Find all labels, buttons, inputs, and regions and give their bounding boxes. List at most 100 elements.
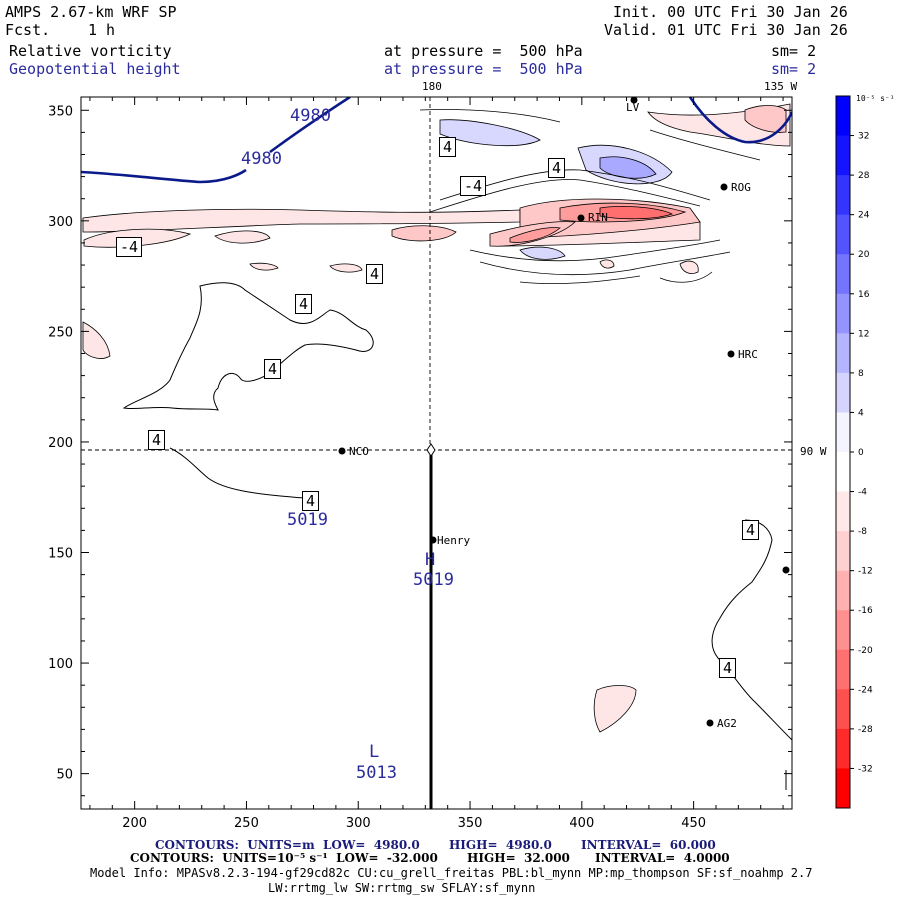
low-center-value: 5013: [356, 763, 397, 783]
vort-label: 4: [148, 430, 166, 450]
colorbar-swatch: [836, 333, 850, 374]
colorbar-tick-label: -28: [858, 725, 873, 735]
station-rog: ROG: [731, 181, 751, 194]
colorbar-swatch: [836, 768, 850, 809]
field1-smoothing: sm= 2: [771, 42, 817, 60]
colorbar-units: 10⁻⁵ s⁻¹: [856, 94, 895, 103]
colorbar-swatch: [836, 610, 850, 651]
colorbar-swatch: [836, 254, 850, 295]
y-tick-label: 50: [56, 768, 73, 783]
geopotential-contours: [81, 97, 792, 184]
station-nco: NCO: [349, 445, 369, 458]
colorbar-tick-label: -20: [858, 646, 873, 656]
vort-label: -4: [116, 237, 143, 257]
vort-label: 4: [295, 294, 313, 314]
colorbar-tick-label: -16: [858, 606, 873, 616]
colorbar-swatch: [836, 531, 850, 572]
y-tick-label: 250: [48, 325, 73, 340]
field2-level: at pressure = 500 hPa: [384, 60, 583, 78]
vorticity-field: [82, 103, 791, 733]
y-axis-ticks: [81, 109, 792, 797]
colorbar-swatch: [836, 570, 850, 611]
y-tick-label: 200: [48, 436, 73, 451]
fcst-label: Fcst.: [5, 21, 51, 39]
colorbar-labels: 32 28 24 20 16 12 8 4 0 -4 -8 -12 -16 -20 -24 -28 -32: [858, 132, 873, 775]
colorbar-tick-label: 28: [858, 171, 870, 181]
colorbar-swatch: [836, 214, 850, 255]
y-tick-label: 100: [48, 657, 73, 672]
station-ag2: AG2: [717, 717, 737, 730]
colorbar-tick-label: -8: [858, 527, 867, 537]
high-secondary-value: 5019: [287, 510, 328, 530]
colorbar-tick-label: -12: [858, 567, 873, 577]
footer-model-info-2: LW:rrtmg_lw SW:rrtmg_sw SFLAY:sf_mynn: [268, 881, 536, 895]
model-title: AMPS 2.67-km WRF SP: [5, 3, 177, 21]
height-contour-label-1: 4980: [290, 106, 331, 126]
x-axis-labels: 200 250 300 350 400 450: [122, 816, 706, 831]
field2-smoothing: sm= 2: [771, 60, 817, 78]
x-tick-label: 450: [681, 816, 706, 831]
y-tick-label: 300: [48, 215, 73, 230]
colorbar-tick-label: 12: [858, 329, 869, 339]
footer-contours-height: CONTOURS: UNITS=m LOW= 4980.0 HIGH= 4980…: [155, 838, 716, 852]
footer-contours-vorticity: CONTOURS: UNITS=10⁻⁵ s⁻¹ LOW= -32.000 HI…: [130, 851, 730, 865]
plot-frame: [80, 96, 793, 810]
footer-model-info: Model Info: MPASv8.2.3-194-gf29cd82c CU:…: [90, 866, 813, 880]
y-tick-label: 350: [48, 104, 73, 119]
colorbar-tick-label: 16: [858, 290, 870, 300]
colorbar-swatch: [836, 293, 850, 334]
lon-180-label: 180: [422, 80, 442, 93]
x-tick-label: 300: [346, 816, 371, 831]
x-tick-label: 250: [234, 816, 259, 831]
high-center-label: H: [425, 550, 436, 570]
lon-135w-label: 135 W: [764, 80, 798, 93]
field1-name: Relative vorticity: [9, 42, 172, 60]
vort-label: 4: [719, 658, 737, 678]
vort-label: -4: [460, 176, 487, 196]
x-tick-label: 350: [458, 816, 483, 831]
lon-90w-label: 90 W: [800, 445, 827, 458]
x-tick-label: 400: [569, 816, 594, 831]
field2-name: Geopotential height: [9, 60, 181, 78]
x-axis-ticks: [89, 97, 784, 809]
colorbar-tick-label: 20: [858, 250, 870, 260]
station-hrc: HRC: [738, 348, 758, 361]
high-center-value: 5019: [413, 570, 454, 590]
reference-lines: [81, 97, 792, 451]
colorbar-tick-label: 8: [858, 369, 864, 379]
field1-level: at pressure = 500 hPa: [384, 42, 583, 60]
colorbar-swatch: [836, 649, 850, 690]
station-lv: LV: [626, 101, 640, 114]
station-markers: [338, 96, 790, 727]
colorbar-swatch: [836, 412, 850, 453]
colorbar-swatch: [836, 175, 850, 216]
fcst-value: 1 h: [88, 21, 116, 39]
x-tick-label: 200: [122, 816, 147, 831]
vort-label: 4: [742, 520, 760, 540]
colorbar-tick-label: 4: [858, 408, 864, 418]
colorbar-swatch: [836, 689, 850, 730]
colorbar-swatch: [836, 372, 850, 413]
vort-label: 4: [366, 264, 384, 284]
colorbar-swatch: [836, 96, 850, 137]
station-henry: Henry: [437, 534, 471, 547]
colorbar-swatch: [836, 135, 850, 176]
colorbar-tick-label: -24: [858, 685, 873, 695]
colorbar-swatch: [836, 452, 850, 493]
vort-label: 4: [439, 137, 457, 157]
colorbar: [835, 95, 854, 809]
vort-label: 4: [264, 359, 282, 379]
colorbar-tick-label: 0: [858, 448, 864, 458]
colorbar-tick-label: -4: [858, 488, 867, 498]
colorbar-tick-label: 32: [858, 132, 869, 142]
y-tick-label: 150: [48, 547, 73, 562]
colorbar-swatch: [836, 728, 850, 769]
station-rin: RIN: [588, 211, 608, 224]
vort-label: 4: [302, 491, 320, 511]
colorbar-tick-label: 24: [858, 211, 870, 221]
init-time: Init. 00 UTC Fri 30 Jan 26: [613, 3, 848, 21]
colorbar-tick-label: -32: [858, 764, 873, 774]
valid-time: Valid. 01 UTC Fri 30 Jan 26: [604, 21, 848, 39]
low-center-label: L: [369, 742, 380, 762]
